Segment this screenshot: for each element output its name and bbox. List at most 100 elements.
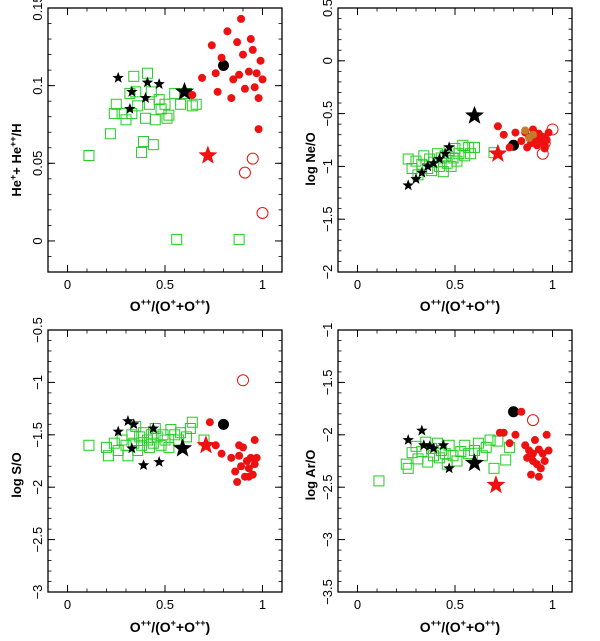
s-point-square-open bbox=[134, 431, 146, 443]
s-point-dot bbox=[250, 436, 259, 445]
s-point-square-open bbox=[122, 450, 134, 462]
s-point-dot bbox=[231, 467, 240, 476]
ne-point-dot bbox=[521, 126, 530, 135]
he-point-square-open bbox=[171, 233, 183, 245]
he-point-star bbox=[139, 92, 152, 103]
he-ytick-label: 0.1 bbox=[30, 77, 45, 95]
he-point-dot bbox=[213, 87, 222, 96]
ne-point-star-big bbox=[464, 105, 485, 124]
he-point-dot bbox=[207, 41, 216, 50]
ar-point-dot bbox=[536, 464, 545, 473]
ne-point-dot bbox=[499, 130, 508, 139]
ne-xtick-label: 1 bbox=[549, 277, 556, 292]
he-ylabel: He++ He++/H bbox=[8, 123, 24, 196]
he-point-dot bbox=[217, 53, 226, 62]
s-point-square-open bbox=[184, 423, 196, 435]
ne-point-square-open bbox=[457, 139, 469, 151]
ar-point-star bbox=[427, 442, 440, 454]
ne-point-star bbox=[439, 147, 451, 159]
ne-xtick-label: 0.5 bbox=[446, 277, 464, 292]
s-point-dot bbox=[205, 418, 214, 427]
ar-ytick-label: −2.5 bbox=[320, 474, 335, 500]
ne-ytick-label: −1.5 bbox=[320, 206, 335, 232]
s-point-star bbox=[112, 425, 124, 437]
s-ytick-label: −3 bbox=[30, 585, 45, 600]
he-point-circle-open bbox=[238, 166, 251, 179]
he-point-dot bbox=[254, 125, 263, 134]
s-point-dot bbox=[246, 453, 255, 462]
ne-point-square-open bbox=[418, 150, 430, 162]
he-point-dot bbox=[254, 94, 263, 103]
ar-xtick-label: 0 bbox=[354, 597, 361, 612]
ar-point-square-open bbox=[472, 437, 484, 449]
s-point-circle-big bbox=[218, 418, 229, 430]
s-point-star bbox=[137, 459, 150, 471]
ar-point-circle-open bbox=[527, 414, 539, 427]
he-point-dot bbox=[237, 14, 246, 23]
ne-point-dot bbox=[493, 122, 502, 131]
ne-point-square-open bbox=[463, 141, 475, 153]
ar-xlabel: O++/(O++O++) bbox=[420, 618, 500, 635]
he-xtick-label: 0 bbox=[64, 277, 71, 292]
he-point-dot bbox=[227, 94, 236, 103]
he-point-square-open bbox=[110, 98, 122, 110]
ar-point-dot bbox=[538, 449, 547, 458]
s-point-dot bbox=[211, 441, 220, 450]
he-point-dot bbox=[250, 83, 259, 92]
ar-point-dot bbox=[499, 428, 508, 437]
s-point-star bbox=[153, 456, 165, 467]
ar-ytick-label: −2 bbox=[320, 427, 335, 442]
ar-point-star-big bbox=[486, 475, 506, 494]
panel-sulfur: log S/O O++/(O++O++) 0 0.5 1 −0.5 −1 −1.5 −2 −2… bbox=[9, 317, 283, 635]
ne-point-square-open bbox=[402, 153, 414, 165]
s-point-dot bbox=[237, 462, 246, 471]
ar-point-star bbox=[418, 439, 430, 451]
he-point-square-open bbox=[120, 114, 132, 126]
he-point-square-open bbox=[128, 70, 140, 82]
s-point-square-open bbox=[186, 416, 198, 428]
ar-point-star bbox=[402, 434, 414, 445]
ne-point-square-open bbox=[459, 150, 471, 162]
ar-point-square-open bbox=[455, 446, 467, 458]
s-point-square-open bbox=[101, 441, 112, 453]
panel-argon: log Ar/O O++/(O++O++) 0 0.5 1 −1 −1.5 −2 −2.5 −… bbox=[303, 323, 573, 635]
he-point-dot bbox=[252, 69, 261, 78]
ar-point-dot bbox=[542, 430, 551, 439]
he-point-circle-big bbox=[218, 59, 229, 71]
ar-xtick-label: 0.5 bbox=[446, 597, 464, 612]
s-point-square-open bbox=[163, 441, 175, 453]
ne-point-dot bbox=[529, 130, 537, 139]
he-point-square-open bbox=[161, 112, 173, 124]
he-point-square-open bbox=[175, 98, 187, 110]
ar-point-dot bbox=[529, 449, 537, 458]
ar-point-square-open bbox=[463, 448, 475, 460]
he-point-square-open bbox=[149, 114, 161, 126]
s-point-square-open bbox=[180, 431, 192, 443]
ar-point-square-open bbox=[402, 462, 414, 474]
s-xtick-label: 0 bbox=[64, 597, 71, 612]
ar-ytick-label: −3.5 bbox=[320, 579, 335, 605]
ne-ytick-label: 0 bbox=[320, 57, 335, 64]
he-point-square-open bbox=[190, 98, 202, 110]
s-point-dot bbox=[233, 477, 242, 486]
he-point-star-big bbox=[174, 81, 195, 100]
he-point-circle-open bbox=[256, 206, 269, 219]
s-point-square-open bbox=[138, 427, 150, 439]
ar-ytick-label: −3 bbox=[320, 532, 335, 547]
he-point-square-open bbox=[145, 86, 157, 98]
ar-point-dot bbox=[530, 436, 539, 445]
s-point-star-big bbox=[173, 438, 193, 457]
s-ylabel: log S/O bbox=[9, 452, 24, 498]
he-point-circle-open bbox=[246, 152, 259, 165]
ne-xlabel: O++/(O++O++) bbox=[420, 297, 500, 314]
s-point-star bbox=[147, 422, 160, 434]
s-point-dot bbox=[235, 451, 244, 460]
s-ytick-label: −2 bbox=[30, 480, 45, 495]
ar-point-circle-big bbox=[508, 406, 519, 418]
s-xtick-label: 0.5 bbox=[156, 597, 174, 612]
he-xlabel: O++/(O++O++) bbox=[130, 297, 210, 314]
s-ytick-label: −1 bbox=[30, 375, 45, 390]
ar-point-square-open bbox=[400, 458, 412, 470]
ne-point-dot bbox=[517, 137, 526, 146]
ar-point-star bbox=[416, 424, 428, 436]
